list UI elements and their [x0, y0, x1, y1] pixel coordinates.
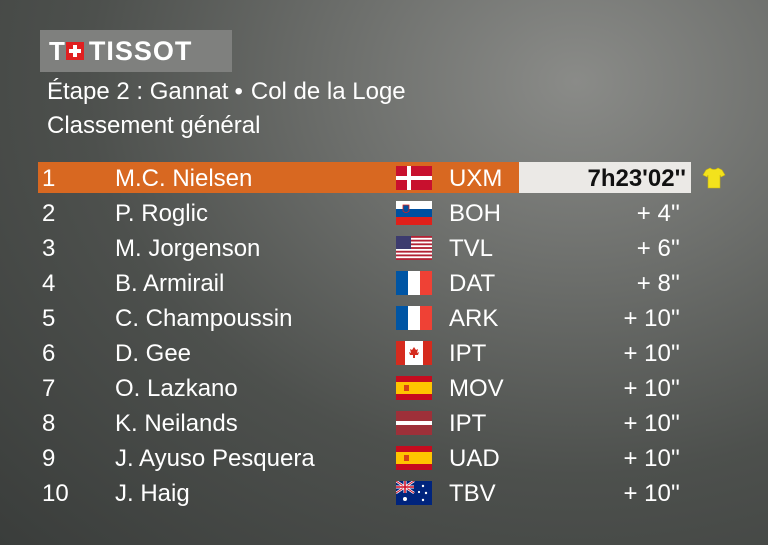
rank: 9	[42, 445, 56, 472]
standings-row: 3 M. Jorgenson TVL + 6''	[0, 230, 768, 265]
rider-name: K. Neilands	[115, 410, 238, 437]
canada-flag-icon	[396, 341, 432, 365]
rank: 10	[42, 480, 69, 507]
rider-name: J. Ayuso Pesquera	[115, 445, 315, 472]
team-code: ARK	[449, 305, 499, 332]
standings-row: 6 D. Gee IPT + 10''	[0, 335, 768, 370]
rider-name: M.C. Nielsen	[115, 165, 253, 192]
team-code: TBV	[449, 480, 496, 507]
slovenia-flag-icon	[396, 201, 432, 225]
rank: 6	[42, 340, 56, 367]
rider-name: J. Haig	[115, 480, 190, 507]
stage-title: Étape 2 : Gannat • Col de la Loge	[47, 78, 406, 106]
rider-name: B. Armirail	[115, 270, 225, 297]
rider-name: D. Gee	[115, 340, 192, 367]
latvia-flag-icon	[396, 411, 432, 435]
time-gap: + 8''	[636, 270, 680, 297]
team-code: DAT	[449, 270, 496, 297]
tissot-mark-icon: T	[49, 38, 84, 64]
leader-time-box	[519, 162, 691, 193]
logo-brand: TISSOT	[88, 35, 193, 66]
team-code: IPT	[449, 340, 487, 367]
rank: 3	[42, 235, 56, 262]
rank: 4	[42, 270, 56, 297]
france-flag-icon	[396, 271, 432, 295]
australia-flag-icon	[396, 481, 432, 505]
spain-flag-icon	[396, 376, 432, 400]
france-flag-icon	[396, 306, 432, 330]
standings-row: 10 J. Haig TBV + 10''	[0, 475, 768, 510]
rank: 2	[42, 200, 56, 227]
rank: 7	[42, 375, 56, 402]
standings-row: 4 B. Armirail DAT + 8''	[0, 265, 768, 300]
time-gap: + 10''	[623, 375, 680, 402]
rider-name: O. Lazkano	[115, 375, 238, 402]
team-code: BOH	[449, 200, 502, 227]
time-gap: + 10''	[623, 410, 680, 437]
denmark-flag-icon	[396, 166, 432, 190]
team-code: TVL	[449, 235, 494, 262]
rider-name: M. Jorgenson	[115, 235, 261, 262]
rank: 5	[42, 305, 56, 332]
standings-table: 1 M.C. Nielsen UXM 7h23'02'' 2 P. Roglic BOH + …	[0, 160, 768, 510]
rider-name: C. Champoussin	[115, 305, 293, 332]
time-gap: + 10''	[623, 445, 680, 472]
standings-row: 5 C. Champoussin ARK + 10''	[0, 300, 768, 335]
time-gap: + 10''	[623, 340, 680, 367]
stage-separator: •	[234, 78, 243, 105]
leader-highlight	[38, 162, 519, 193]
team-code: UAD	[449, 445, 500, 472]
time-gap: + 10''	[623, 305, 680, 332]
standings-row: 9 J. Ayuso Pesquera UAD + 10''	[0, 440, 768, 475]
team-code: IPT	[449, 410, 487, 437]
team-code: MOV	[449, 375, 504, 402]
stage-name: Étape 2 : Gannat	[47, 78, 229, 105]
rider-name: P. Roglic	[115, 200, 208, 227]
spain-flag-icon	[396, 446, 432, 470]
standings-row: 7 O. Lazkano MOV + 10''	[0, 370, 768, 405]
tissot-logo: T TISSOT	[40, 30, 232, 72]
standings-row: 8 K. Neilands IPT + 10''	[0, 405, 768, 440]
time-gap: 7h23'02''	[587, 165, 686, 192]
yellow-jersey-icon	[702, 166, 726, 190]
standings-row: 2 P. Roglic BOH + 4''	[0, 195, 768, 230]
team-code: UXM	[449, 165, 503, 192]
time-gap: + 6''	[636, 235, 680, 262]
stage-finish: Col de la Loge	[250, 78, 406, 105]
time-gap: + 4''	[636, 200, 680, 227]
united-states-flag-icon	[396, 236, 432, 260]
rank: 8	[42, 410, 56, 437]
classification-title: Classement général	[47, 112, 261, 139]
standings-row: 1 M.C. Nielsen UXM 7h23'02''	[0, 160, 768, 195]
rank: 1	[42, 165, 56, 192]
time-gap: + 10''	[623, 480, 680, 507]
